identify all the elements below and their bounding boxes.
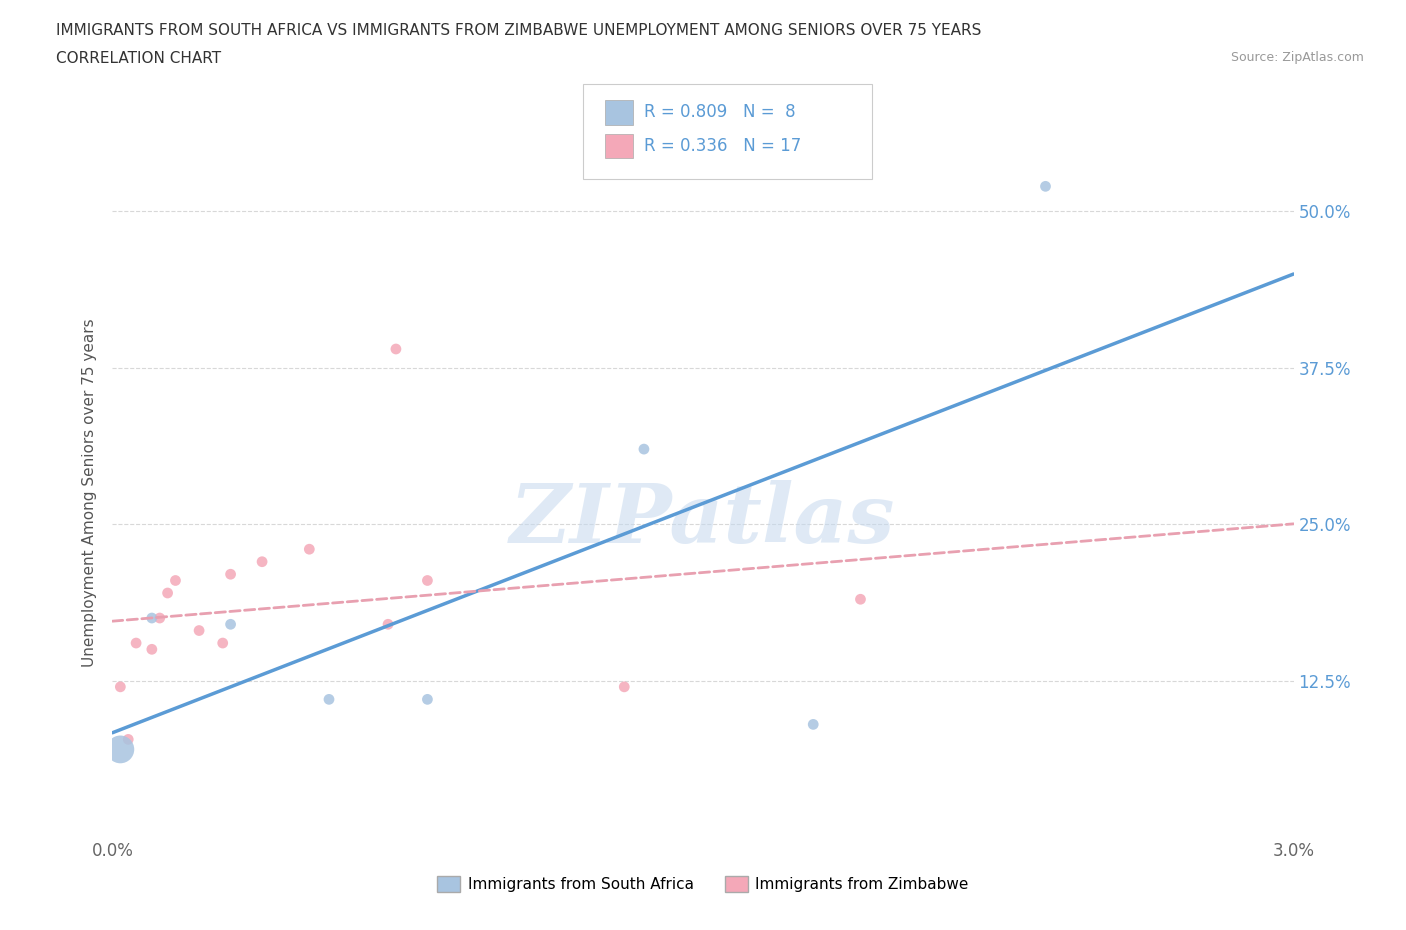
Point — [141, 642, 163, 657]
Point — [125, 635, 148, 650]
Point — [149, 611, 172, 626]
Point — [416, 573, 439, 588]
Point — [801, 717, 824, 732]
Point — [385, 341, 408, 356]
Legend: Immigrants from South Africa, Immigrants from Zimbabwe: Immigrants from South Africa, Immigrants… — [432, 870, 974, 898]
Text: CORRELATION CHART: CORRELATION CHART — [56, 51, 221, 66]
Point — [1035, 179, 1057, 193]
Point — [156, 586, 179, 601]
Point — [633, 442, 655, 457]
Point — [219, 566, 242, 581]
Y-axis label: Unemployment Among Seniors over 75 years: Unemployment Among Seniors over 75 years — [82, 319, 97, 667]
Point — [141, 611, 163, 626]
Text: ZIPatlas: ZIPatlas — [510, 481, 896, 561]
Point — [219, 617, 242, 631]
Text: Source: ZipAtlas.com: Source: ZipAtlas.com — [1230, 51, 1364, 64]
Point — [117, 732, 139, 747]
Point — [250, 554, 273, 569]
Point — [613, 680, 636, 695]
Point — [110, 742, 132, 757]
Point — [849, 591, 872, 606]
Point — [211, 635, 233, 650]
Point — [165, 573, 187, 588]
Point — [416, 692, 439, 707]
Text: R = 0.336   N = 17: R = 0.336 N = 17 — [644, 137, 801, 154]
Point — [377, 617, 399, 631]
Text: IMMIGRANTS FROM SOUTH AFRICA VS IMMIGRANTS FROM ZIMBABWE UNEMPLOYMENT AMONG SENI: IMMIGRANTS FROM SOUTH AFRICA VS IMMIGRAN… — [56, 23, 981, 38]
Point — [298, 542, 321, 557]
Point — [188, 623, 211, 638]
Point — [318, 692, 340, 707]
Text: R = 0.809   N =  8: R = 0.809 N = 8 — [644, 103, 796, 121]
Point — [110, 680, 132, 695]
